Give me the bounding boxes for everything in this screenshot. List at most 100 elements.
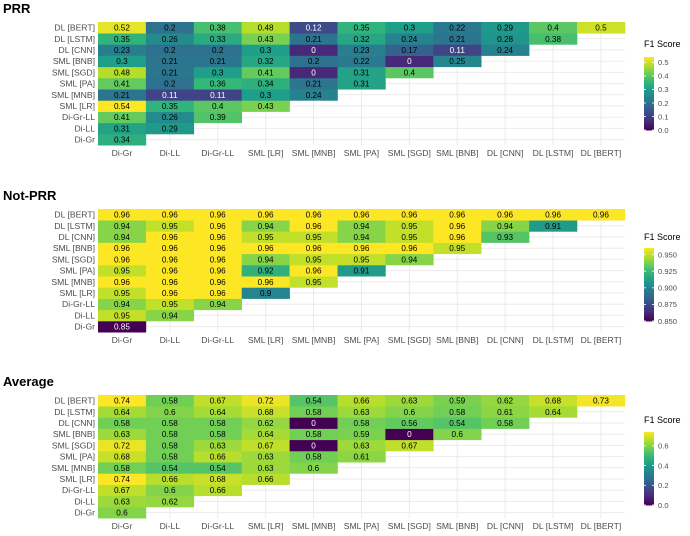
cell-value-label: 0.41 <box>114 80 130 89</box>
cell-value-label: 0.6 <box>404 408 416 417</box>
cell-value-label: 0.96 <box>162 244 178 253</box>
heatmap-cell <box>481 231 530 243</box>
heatmap-cell <box>98 242 147 255</box>
heatmap-cell <box>289 66 338 79</box>
heatmap-cell <box>98 484 147 497</box>
legend-color-step <box>644 271 654 275</box>
heatmap-cell <box>385 406 434 418</box>
legend-color-step <box>644 302 654 306</box>
heatmap-cell <box>241 22 290 34</box>
heatmap-cell <box>193 276 242 288</box>
legend-color-step <box>644 299 654 302</box>
legend-color-step <box>644 291 654 295</box>
cell-value-label: 0.2 <box>308 57 320 66</box>
cell-value-label: 0.96 <box>210 222 226 231</box>
legend-color-step <box>644 266 654 269</box>
cell-value-label: 0.74 <box>114 397 130 406</box>
heatmap-cell <box>385 55 434 68</box>
heatmap-cell <box>98 134 147 146</box>
heatmap-cell <box>145 395 195 407</box>
cell-value-label: 0.94 <box>114 233 130 242</box>
cell-value-label: 0.3 <box>404 24 416 33</box>
cell-value-label: 0.94 <box>162 311 178 320</box>
cell-value-label: 0.22 <box>449 24 465 33</box>
legend-color-step <box>644 450 654 453</box>
legend-color-step <box>644 490 654 493</box>
heatmap-cell <box>337 451 386 463</box>
legend-color-step <box>644 437 654 440</box>
heatmap-cell <box>193 209 242 221</box>
x-tick-label: DL [CNN] <box>487 335 523 345</box>
cell-value-label: 0.43 <box>258 102 274 111</box>
panel-title: Average <box>3 374 54 389</box>
heatmap-cell <box>385 253 434 266</box>
cell-value-label: 0.94 <box>497 222 513 231</box>
cell-value-label: 0.66 <box>210 453 226 462</box>
heatmap-cell <box>289 231 338 243</box>
cell-value-label: 0.11 <box>450 46 466 55</box>
legend-color-step <box>644 432 654 435</box>
legend-color-step <box>644 472 654 475</box>
legend-color-step <box>644 262 654 265</box>
cell-value-label: 0.22 <box>353 57 369 66</box>
x-tick-label: SML [MNB] <box>292 148 336 158</box>
cell-value-label: 0.54 <box>210 464 226 473</box>
heatmap-cell <box>145 111 195 124</box>
legend-color-step <box>644 463 654 466</box>
heatmap-cell <box>98 111 147 124</box>
y-tick-label: SML [LR] <box>60 474 96 484</box>
heatmap-cell <box>385 44 434 56</box>
legend-color-step <box>644 295 654 298</box>
y-tick-label: SML [PA] <box>60 79 95 89</box>
cell-value-label: 0.96 <box>162 289 178 298</box>
legend-color-step <box>644 448 654 451</box>
legend-color-step <box>644 457 654 460</box>
legend-color-step <box>644 115 654 118</box>
legend-tick-label: 0.4 <box>658 461 669 470</box>
cell-value-label: 0.56 <box>401 419 417 428</box>
cell-value-label: 0.96 <box>306 222 322 231</box>
legend-tick-label: 0.6 <box>658 442 669 451</box>
cell-value-label: 0.96 <box>401 244 417 253</box>
y-tick-label: SML [SGD] <box>52 67 95 77</box>
legend-color-step <box>644 111 654 115</box>
y-tick-label: Di-Gr-LL <box>62 485 95 495</box>
heatmap-cell <box>98 89 147 101</box>
heatmap-cell <box>193 55 242 68</box>
cell-value-label: 0.62 <box>162 497 178 506</box>
x-tick-label: SML [MNB] <box>292 521 336 531</box>
legend-color-step <box>644 77 654 80</box>
heatmap-cell <box>241 265 290 277</box>
heatmap-cell <box>433 231 482 243</box>
legend-color-step <box>644 95 654 98</box>
heatmap-cell <box>145 253 195 266</box>
cell-value-label: 0.58 <box>114 419 130 428</box>
heatmap-cell <box>529 220 578 232</box>
heatmap-cell <box>98 507 147 519</box>
heatmap-cell <box>433 22 482 34</box>
cell-value-label: 0.63 <box>114 430 130 439</box>
legend-color-step <box>644 264 654 267</box>
x-tick-label: Di-LL <box>160 148 181 158</box>
heatmap-cell <box>98 231 147 243</box>
cell-value-label: 0.96 <box>306 267 322 276</box>
cell-value-label: 0.34 <box>258 80 274 89</box>
heatmap-cell <box>98 209 147 221</box>
cell-value-label: 0.95 <box>258 233 274 242</box>
legend-color-step <box>644 494 654 497</box>
heatmap-cell <box>241 276 290 288</box>
heatmap-cell <box>98 406 147 418</box>
x-tick-label: DL [BERT] <box>581 335 622 345</box>
cell-value-label: 0.68 <box>210 475 226 484</box>
heatmap-cell <box>529 22 578 34</box>
cell-value-label: 0.95 <box>114 289 130 298</box>
legend-color-step <box>644 501 654 504</box>
heatmap-cell <box>145 22 195 34</box>
heatmap-cell <box>433 395 482 407</box>
cell-value-label: 0.94 <box>114 300 130 309</box>
x-tick-label: SML [LR] <box>248 521 284 531</box>
heatmap-cell <box>241 473 290 485</box>
legend-color-step <box>644 67 654 71</box>
cell-value-label: 0.39 <box>210 113 226 122</box>
x-tick-label: Di-Gr-LL <box>201 148 234 158</box>
